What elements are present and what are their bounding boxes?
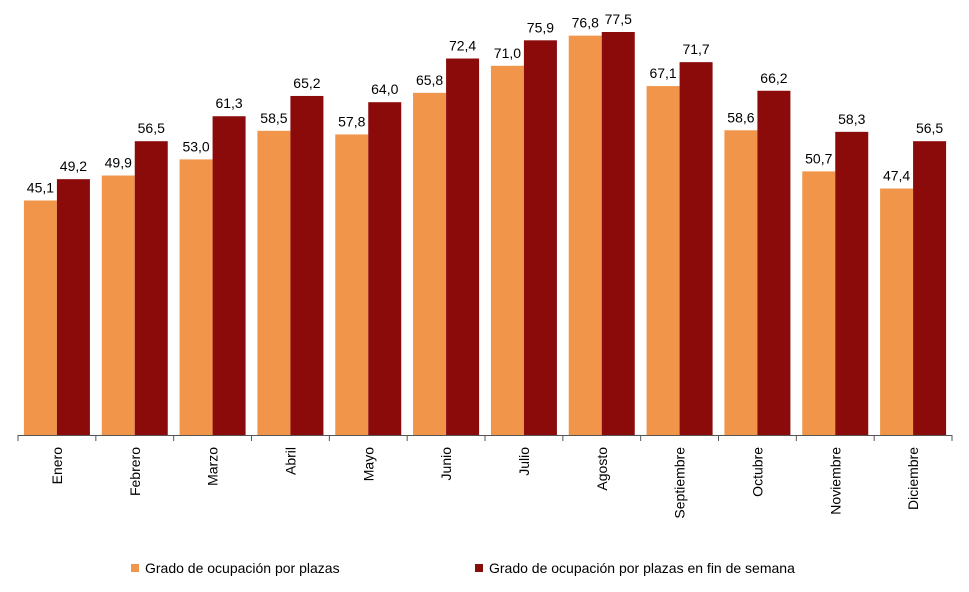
legend-item-fin-de-semana: Grado de ocupación por plazas en fin de … — [475, 560, 795, 576]
category-label-marzo: Marzo — [205, 447, 221, 486]
category-label-junio: Junio — [438, 447, 454, 481]
value-label-plazas-octubre: 58,6 — [727, 109, 754, 125]
bar-fin-de-semana-enero — [56, 179, 90, 435]
bar-fin-de-semana-agosto — [601, 32, 635, 435]
value-label-plazas-abril: 58,5 — [260, 110, 287, 126]
category-label-mayo: Mayo — [360, 447, 376, 481]
x-axis — [17, 435, 953, 441]
bar-fin-de-semana-mayo — [368, 102, 402, 435]
bar-fin-de-semana-abril — [290, 95, 324, 436]
bars-group — [23, 32, 947, 436]
category-label-enero: Enero — [49, 447, 65, 485]
value-label-fin-de-semana-marzo: 61,3 — [215, 95, 242, 111]
value-label-plazas-marzo: 53,0 — [182, 138, 209, 154]
bar-fin-de-semana-febrero — [134, 141, 168, 435]
value-label-fin-de-semana-julio: 75,9 — [527, 19, 554, 35]
value-label-fin-de-semana-septiembre: 71,7 — [682, 41, 709, 57]
bar-plazas-mayo — [335, 134, 369, 435]
value-label-plazas-noviembre: 50,7 — [805, 150, 832, 166]
value-label-fin-de-semana-agosto: 77,5 — [605, 11, 632, 27]
legend-item-plazas: Grado de ocupación por plazas — [131, 560, 340, 576]
bar-plazas-julio — [490, 65, 524, 436]
legend-swatch-fin-de-semana — [475, 564, 483, 572]
bar-plazas-septiembre — [646, 86, 680, 435]
bar-fin-de-semana-octubre — [757, 90, 791, 435]
bar-chart: 45,1 49,2 49,9 56,5 53,0 61,3 58,5 65,2 57,8 64,0… — [17, 11, 953, 519]
legend-swatch-plazas — [131, 564, 139, 572]
value-label-plazas-febrero: 49,9 — [105, 155, 132, 171]
value-label-fin-de-semana-mayo: 64,0 — [371, 81, 398, 97]
bar-plazas-junio — [413, 92, 447, 435]
value-label-plazas-septiembre: 67,1 — [649, 65, 676, 81]
bar-plazas-octubre — [724, 130, 758, 435]
bar-plazas-febrero — [101, 175, 135, 435]
value-label-plazas-mayo: 57,8 — [338, 113, 365, 129]
legend-label-plazas: Grado de ocupación por plazas — [145, 560, 340, 576]
category-labels-group: Enero Febrero Marzo Abril Mayo Junio Julio Agos… — [49, 447, 921, 519]
value-label-fin-de-semana-febrero: 56,5 — [138, 120, 165, 136]
bar-plazas-enero — [23, 200, 57, 435]
value-label-plazas-junio: 65,8 — [416, 72, 443, 88]
legend: Grado de ocupación por plazas Grado de o… — [0, 560, 969, 582]
category-label-abril: Abril — [282, 447, 298, 475]
bar-plazas-abril — [257, 130, 291, 436]
bar-plazas-marzo — [179, 159, 213, 435]
legend-label-fin-de-semana: Grado de ocupación por plazas en fin de … — [489, 560, 795, 576]
category-label-julio: Julio — [516, 447, 532, 476]
value-label-plazas-diciembre: 47,4 — [883, 168, 910, 184]
value-label-fin-de-semana-octubre: 66,2 — [760, 70, 787, 86]
category-label-noviembre: Noviembre — [827, 447, 843, 515]
category-label-agosto: Agosto — [594, 447, 610, 491]
category-label-diciembre: Diciembre — [905, 447, 921, 510]
value-label-fin-de-semana-diciembre: 56,5 — [916, 120, 943, 136]
bar-fin-de-semana-noviembre — [835, 131, 869, 435]
bar-fin-de-semana-diciembre — [913, 141, 947, 435]
bar-fin-de-semana-junio — [446, 58, 480, 436]
bar-plazas-agosto — [568, 35, 602, 435]
value-labels-group: 45,1 49,2 49,9 56,5 53,0 61,3 58,5 65,2 57,8 64,0… — [27, 11, 944, 195]
bar-plazas-diciembre — [880, 188, 914, 435]
category-label-septiembre: Septiembre — [672, 447, 688, 519]
bar-fin-de-semana-marzo — [212, 116, 246, 436]
category-label-octubre: Octubre — [749, 447, 765, 497]
value-label-plazas-enero: 45,1 — [27, 179, 54, 195]
bar-plazas-noviembre — [802, 171, 836, 436]
value-label-fin-de-semana-noviembre: 58,3 — [838, 111, 865, 127]
value-label-fin-de-semana-abril: 65,2 — [293, 75, 320, 91]
category-label-febrero: Febrero — [127, 447, 143, 496]
value-label-fin-de-semana-enero: 49,2 — [60, 158, 87, 174]
value-label-fin-de-semana-junio: 72,4 — [449, 38, 476, 54]
bar-fin-de-semana-septiembre — [679, 62, 713, 435]
bar-fin-de-semana-julio — [523, 40, 557, 435]
value-label-plazas-agosto: 76,8 — [572, 15, 599, 31]
value-label-plazas-julio: 71,0 — [494, 45, 521, 61]
